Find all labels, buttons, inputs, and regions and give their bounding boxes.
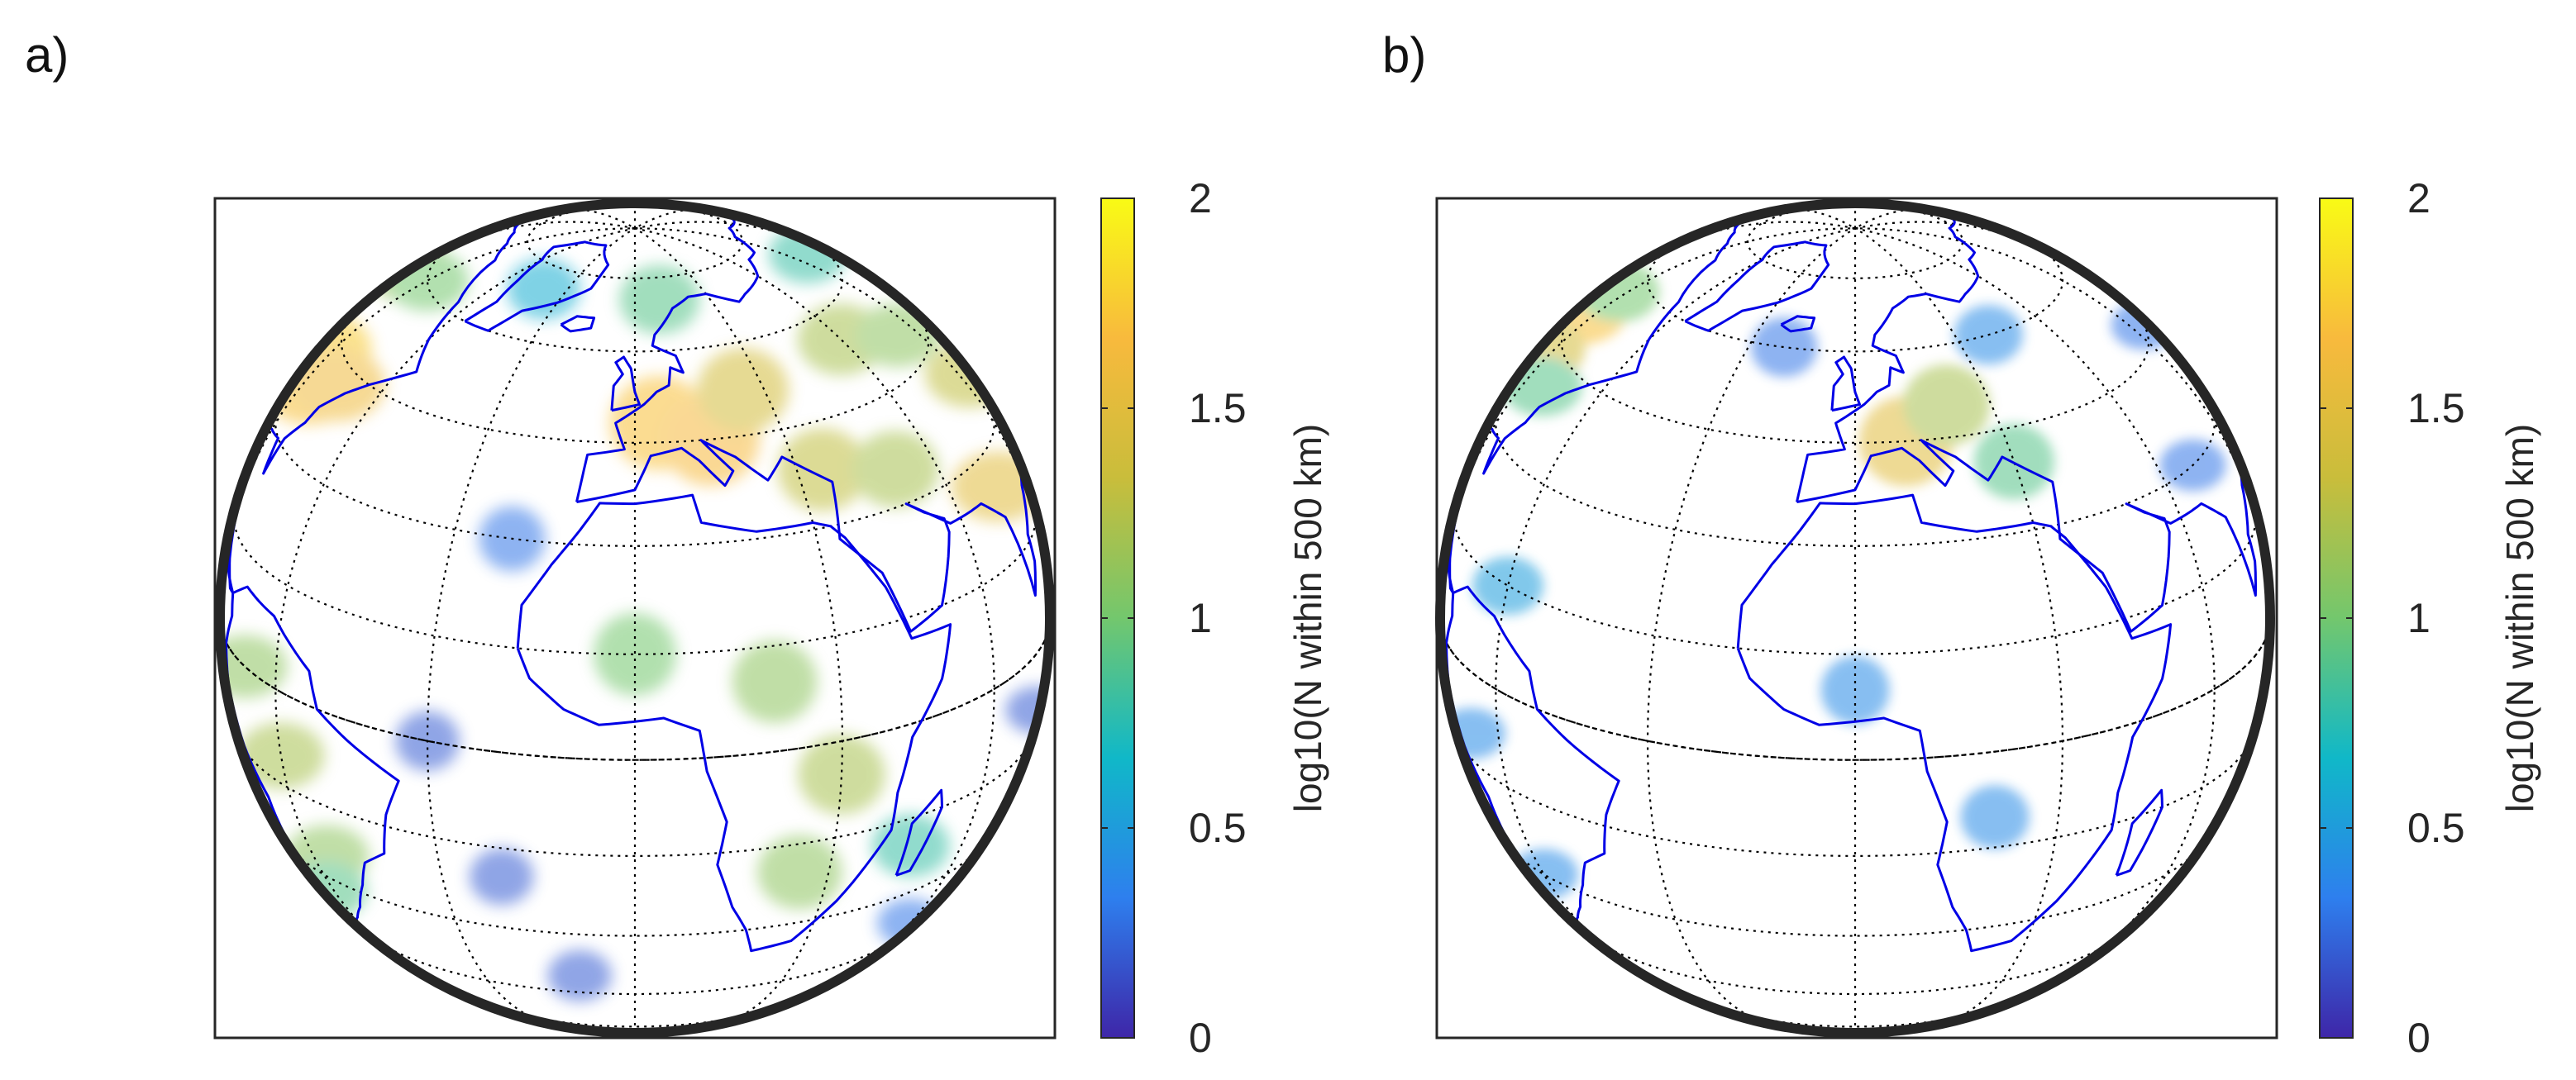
coastline [576,439,1037,633]
parallel-line [1582,930,2128,996]
graticule-b [1440,203,2270,1033]
globe-disc-b [1440,203,2270,1033]
meridian-line [1854,208,1934,230]
density-blob [777,428,868,511]
coastline [560,315,596,333]
parallel-line [362,930,908,996]
colorbar-tick-label: 1.5 [1189,385,1247,431]
density-blob [732,640,818,723]
meridian-line [634,208,713,230]
colorbar-label-b: log10(N within 500 km) [2498,424,2541,812]
density-blob [1960,785,2030,849]
globe-rim-b [1435,198,2275,1038]
globe-b [1435,198,2275,1038]
coastline [1736,493,2173,953]
coastline [1796,439,2257,633]
meridian-line [1495,227,1856,970]
colorbar-tick-label: 0 [2407,1015,2431,1061]
density-blob [852,431,939,508]
meridian-line [634,221,847,262]
equator-line [1440,617,2270,761]
coastline [1796,204,1980,502]
panel-b: b) 0 0.5 1 1.5 2 log10(N within 500 km) [1382,27,2541,1061]
panel-label-b: b) [1382,27,1426,83]
meridian-line [556,208,636,230]
graticule-a [220,203,1050,1033]
coastlines-b [1445,204,2257,1033]
coastlines-a [225,204,1037,1033]
colorbar-ticks-a: 0 0.5 1 1.5 2 [1101,175,1247,1061]
meridian-line [1643,221,1856,262]
density-blob [469,848,534,906]
equator-line [220,617,1050,761]
meridian-line [634,227,844,1025]
parallel-line [526,203,744,279]
density-blob [1472,556,1544,615]
density-blob [594,612,676,696]
colorbar-ticks-b: 0 0.5 1 1.5 2 [2320,175,2465,1061]
colorbar-b: 0 0.5 1 1.5 2 log10(N within 500 km) [2319,175,2541,1061]
parallel-line [220,617,1050,761]
meridian-line [1777,208,1856,230]
meridian-line [1854,227,2064,1025]
coastline [1780,315,1816,333]
density-blob [798,735,885,815]
colorbar-tick-label: 0.5 [1189,805,1247,851]
panel-a: a) 0 0.5 1 1.5 2 log10(N within 500 km) [25,27,1329,1061]
coastline [2115,788,2163,877]
meridian-line [426,227,636,1025]
coastline [1684,240,1830,332]
coastline [464,240,610,332]
meridian-line [1646,227,1856,1025]
density-blob [289,347,386,421]
meridian-line [1854,221,2068,262]
colorbar-tick-label: 1 [2407,595,2431,641]
colorbar-label-a: log10(N within 500 km) [1286,424,1329,812]
density-blob [697,348,789,433]
coastline [575,204,760,502]
parallel-line [1560,307,2150,444]
colorbar-tick-label: 2 [2407,175,2431,221]
colorbar-tick-label: 0 [1189,1015,1212,1061]
density-blob [757,835,842,910]
coastline [227,205,588,595]
colorbar-a: 0 0.5 1 1.5 2 log10(N within 500 km) [1100,175,1329,1061]
coastline [894,788,943,877]
colorbar-tick-label: 1 [1189,595,1212,641]
density-blob [507,259,580,320]
meridian-line [422,221,636,262]
density-blob [1902,364,1991,446]
colorbar-tick-label: 2 [1189,175,1212,221]
meridian-line [274,227,636,970]
parallel-line [340,307,930,444]
parallel-line [235,733,1035,858]
meridian-line [1854,227,2216,970]
coastline [1830,355,1861,412]
panel-label-a: a) [25,27,69,83]
parallel-line [1440,617,2270,761]
parallel-line [1455,733,2255,858]
coastline [1447,205,1808,595]
coastline [516,493,952,953]
colorbar-tick-label: 0.5 [2407,805,2465,851]
density-blob [237,722,325,789]
globe-a [215,198,1055,1038]
meridian-line [634,227,995,970]
density-blob [547,949,612,1001]
parallel-line [1453,507,2258,655]
density-blob [1751,317,1818,378]
parallel-line [232,507,1038,655]
parallel-line [1746,203,1964,279]
globe-rim-a [215,198,1055,1038]
colorbar-tick-label: 1.5 [2407,385,2465,431]
coastline [610,355,641,412]
density-blob [619,265,700,335]
